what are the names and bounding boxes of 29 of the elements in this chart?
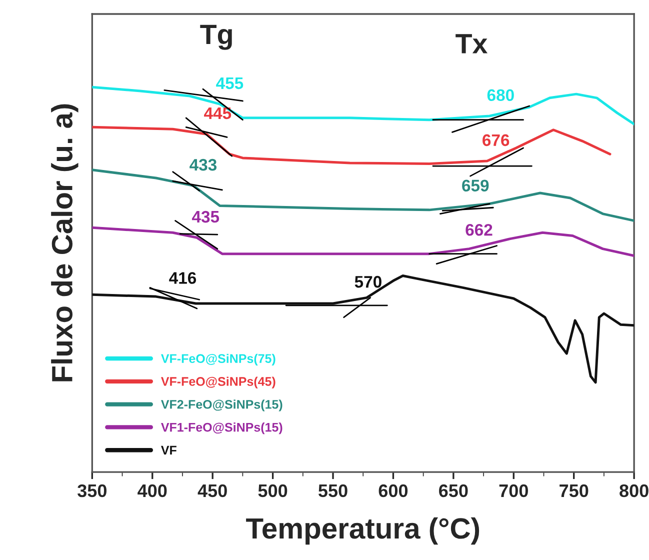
text: Tx [456, 34, 488, 54]
x-tick-label: 450 [198, 484, 227, 498]
x-tick-label: 600 [378, 484, 408, 498]
annotation: 680 [487, 89, 514, 102]
x-axis-title: Temperatura (°C) [246, 517, 480, 545]
annotation: 570 [354, 276, 382, 288]
x-tick-label: 350 [78, 484, 106, 498]
annotation: 659 [462, 180, 489, 192]
annotation: 435 [192, 210, 220, 223]
annotation: 676 [482, 134, 510, 146]
legend-label: VF-FeO@SiNPs(75) [160, 354, 276, 366]
annotation: 455 [216, 77, 244, 90]
x-tick-label: 550 [318, 484, 348, 498]
legend-label: VF [160, 446, 176, 454]
y-axis-title: Fluxo de Calor (u. a) [51, 104, 78, 382]
legend-label: VF1-FeO@SiNPs(15) [160, 422, 282, 434]
legend-label: VF2-FeO@SiNPs(15) [160, 400, 282, 412]
x-tick-label: 400 [138, 484, 167, 498]
annotation: 662 [466, 224, 492, 236]
x-tick-label: 750 [560, 484, 588, 498]
annotation: 445 [204, 108, 232, 120]
x-tick-label: 650 [439, 484, 468, 498]
x-tick-label: 500 [258, 484, 288, 498]
x-tick-label: 800 [620, 484, 648, 498]
annotation: 433 [190, 158, 217, 171]
text: Tg [200, 24, 232, 50]
x-tick-label: 700 [499, 484, 528, 498]
annotation: 416 [169, 272, 196, 284]
legend-label: VF-FeO@SiNPs(45) [160, 376, 276, 388]
